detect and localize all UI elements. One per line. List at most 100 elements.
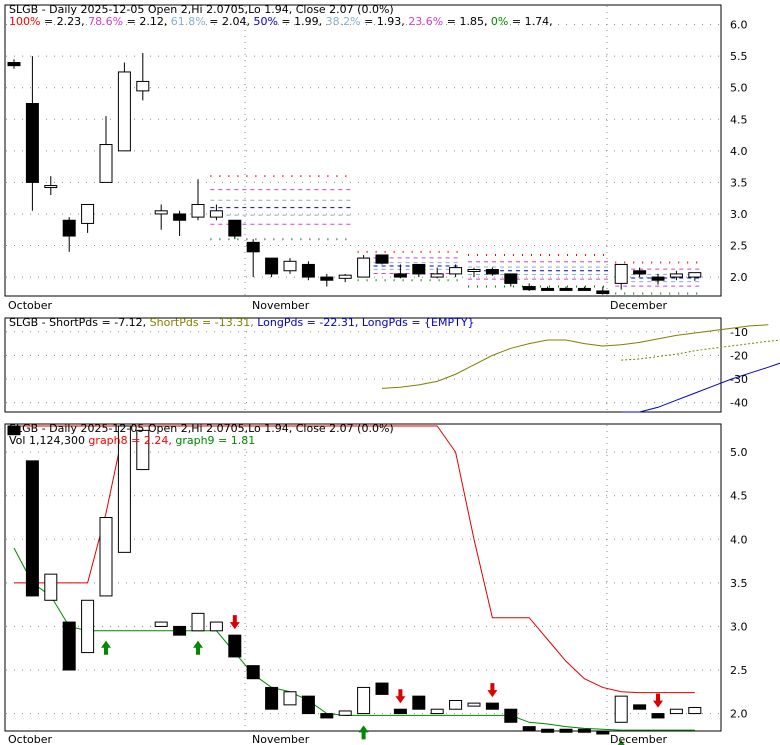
fib-legend-label: 0% [487, 15, 508, 28]
volume-candle-body [301, 695, 315, 715]
x-label-november-bottom: November [252, 733, 310, 745]
volume-y-ticks: 5.0 4.5 4.0 3.5 3.0 2.5 2.0 [730, 446, 748, 720]
price-tick-label: 3.0 [730, 208, 748, 221]
candle-body [541, 287, 555, 291]
x-label-november-top: November [252, 299, 310, 312]
volume-candle-body [209, 621, 223, 632]
candle-body [393, 273, 407, 278]
candle-body [265, 257, 279, 275]
candle-body [44, 185, 58, 189]
candle-body [209, 210, 223, 218]
candle-body [99, 144, 113, 183]
sell-arrow-icon [395, 689, 406, 704]
pds-tick-label: -10 [730, 326, 748, 339]
candle-body [559, 287, 573, 291]
candle-body [136, 80, 150, 92]
volume-candle-body [99, 517, 113, 597]
volume-candle-body [191, 612, 205, 632]
candle-body [614, 263, 628, 284]
pds-series-line [621, 362, 780, 413]
fib-legend-value: = 2.04, [206, 15, 250, 28]
pds-tick-label: -40 [730, 397, 748, 410]
signal-arrows [101, 615, 663, 745]
candle-body [688, 272, 702, 278]
candle-body [246, 241, 260, 253]
volume-candle-body [651, 713, 665, 719]
pds-y-ticks: -10 -20 -30 -40 [730, 326, 748, 410]
price-tick-label: 2.5 [730, 240, 748, 253]
volume-tick-label: 2.5 [730, 664, 748, 677]
pds-lines [381, 324, 780, 413]
pds-legend: SLGB - ShortPds = -7.12, ShortPds = -13.… [9, 316, 475, 329]
fib-legend-value: = 2.12, [123, 15, 167, 28]
volume-candle-body [62, 621, 76, 671]
candle-body [117, 71, 131, 152]
volume-candle-body [467, 702, 481, 707]
volume-candle-body [228, 634, 242, 658]
candle-body [7, 61, 21, 67]
fib-legend-label: 78.6% [85, 15, 123, 28]
sell-arrow-icon [487, 683, 498, 698]
pds-legend-item: ShortPds = -13.31, [146, 316, 254, 329]
volume-candle-body [688, 706, 702, 715]
candle-body [357, 257, 371, 278]
volume-candle-body [504, 708, 518, 723]
x-label-december-top: December [610, 299, 668, 312]
pds-tick-label: -20 [730, 349, 748, 362]
fib-legend-value: = 1.99, [278, 15, 322, 28]
volume-candle-body [412, 695, 426, 710]
candle-body [375, 254, 389, 264]
volume-candle-body [541, 728, 555, 733]
x-label-october-top: October [8, 299, 52, 312]
price-tick-label: 4.0 [730, 145, 748, 158]
candle-body [467, 268, 481, 272]
x-axis-labels-top: October November December [8, 299, 668, 312]
volume-candle-body [7, 425, 21, 436]
pds-series-line [381, 324, 769, 389]
price-panel-title: SLGB - Daily 2025-12-05 Open 2,Hi 2.0705… [9, 3, 394, 16]
sell-arrow-icon [653, 693, 663, 708]
volume-candle-body [320, 713, 334, 719]
candle-body [320, 276, 334, 281]
fib-legend-label: 23.6% [405, 15, 443, 28]
candle-body [283, 260, 297, 272]
fib-legend-value: = 2.23, [40, 15, 84, 28]
volume-candle-body [265, 686, 279, 710]
fib-legend-label: 61.8% [167, 15, 205, 28]
pds-legend-item: LongPds = {EMPTY} [358, 316, 474, 329]
fib-legend-label: 38.2% [322, 15, 360, 28]
candle-body [338, 274, 352, 279]
candle-body [577, 287, 591, 291]
price-tick-label: 6.0 [730, 19, 748, 32]
buy-arrow-icon [193, 640, 203, 655]
candle-body [633, 270, 647, 275]
candle-body [173, 213, 187, 221]
candle-body [62, 219, 76, 237]
volume-candle-body [393, 708, 407, 715]
volume-legend-item: Vol 1,124,300 [9, 434, 85, 447]
volume-tick-label: 4.0 [730, 533, 748, 546]
volume-candle-body [596, 730, 610, 735]
candle-body [669, 273, 683, 278]
candle-body [430, 273, 444, 278]
graph9-line [13, 547, 695, 731]
pds-tick-label: -30 [730, 373, 748, 386]
volume-candle-body [117, 425, 131, 553]
buy-arrow-icon [101, 640, 111, 655]
price-grid [6, 6, 720, 296]
fib-legend-value: = 1.93, [361, 15, 405, 28]
volume-candle-body [136, 429, 150, 471]
candle-body [504, 273, 518, 284]
volume-candle-body [485, 702, 499, 710]
volume-candle-body [375, 682, 389, 695]
volume-candle-body [449, 700, 463, 710]
price-tick-label: 3.5 [730, 176, 748, 189]
sell-arrow-icon [229, 615, 240, 630]
price-tick-label: 5.5 [730, 50, 748, 63]
volume-candle-body [338, 710, 352, 716]
volume-candle-body [44, 573, 58, 601]
volume-tick-label: 4.5 [730, 490, 748, 503]
candle-body [596, 290, 610, 294]
volume-candle-body [246, 665, 260, 680]
